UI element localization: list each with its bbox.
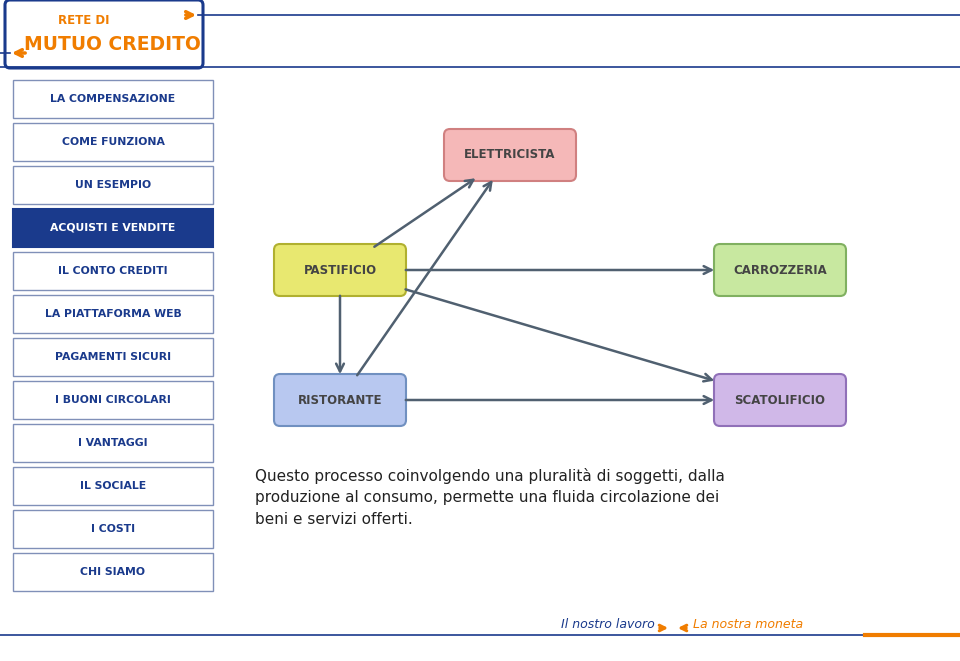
FancyBboxPatch shape (13, 338, 213, 376)
FancyBboxPatch shape (13, 553, 213, 591)
Text: La nostra moneta: La nostra moneta (693, 618, 804, 631)
Text: I COSTI: I COSTI (91, 524, 135, 534)
Text: LA COMPENSAZIONE: LA COMPENSAZIONE (51, 94, 176, 104)
Text: ACQUISTI E VENDITE: ACQUISTI E VENDITE (50, 223, 176, 233)
Text: IL SOCIALE: IL SOCIALE (80, 481, 146, 491)
FancyBboxPatch shape (13, 381, 213, 419)
FancyBboxPatch shape (13, 252, 213, 290)
FancyBboxPatch shape (13, 166, 213, 204)
FancyBboxPatch shape (5, 0, 203, 68)
Text: Questo processo coinvolgendo una pluralità di soggetti, dalla: Questo processo coinvolgendo una plurali… (255, 468, 725, 484)
FancyBboxPatch shape (714, 244, 846, 296)
Text: I VANTAGGI: I VANTAGGI (78, 438, 148, 448)
Text: RISTORANTE: RISTORANTE (298, 393, 382, 407)
FancyBboxPatch shape (714, 374, 846, 426)
Text: MUTUO CREDITO: MUTUO CREDITO (24, 34, 201, 54)
Text: Il nostro lavoro: Il nostro lavoro (562, 618, 655, 631)
Text: produzione al consumo, permette una fluida circolazione dei: produzione al consumo, permette una flui… (255, 490, 719, 505)
FancyBboxPatch shape (13, 80, 213, 118)
Text: IL CONTO CREDITI: IL CONTO CREDITI (59, 266, 168, 276)
Text: COME FUNZIONA: COME FUNZIONA (61, 137, 164, 147)
FancyBboxPatch shape (13, 123, 213, 161)
FancyBboxPatch shape (13, 295, 213, 333)
Text: LA PIATTAFORMA WEB: LA PIATTAFORMA WEB (44, 309, 181, 319)
FancyBboxPatch shape (274, 244, 406, 296)
Text: beni e servizi offerti.: beni e servizi offerti. (255, 512, 413, 527)
FancyBboxPatch shape (13, 467, 213, 505)
Text: CHI SIAMO: CHI SIAMO (81, 567, 146, 577)
Text: PAGAMENTI SICURI: PAGAMENTI SICURI (55, 352, 171, 362)
Text: UN ESEMPIO: UN ESEMPIO (75, 180, 151, 190)
Text: ELETTRICISTA: ELETTRICISTA (465, 149, 556, 161)
FancyBboxPatch shape (13, 510, 213, 548)
Text: CARROZZERIA: CARROZZERIA (733, 264, 827, 276)
Text: RETE DI: RETE DI (58, 15, 109, 28)
Text: I BUONI CIRCOLARI: I BUONI CIRCOLARI (55, 395, 171, 405)
FancyBboxPatch shape (444, 129, 576, 181)
Text: SCATOLIFICIO: SCATOLIFICIO (734, 393, 826, 407)
Text: PASTIFICIO: PASTIFICIO (303, 264, 376, 276)
FancyBboxPatch shape (13, 424, 213, 462)
FancyBboxPatch shape (274, 374, 406, 426)
FancyBboxPatch shape (13, 209, 213, 247)
